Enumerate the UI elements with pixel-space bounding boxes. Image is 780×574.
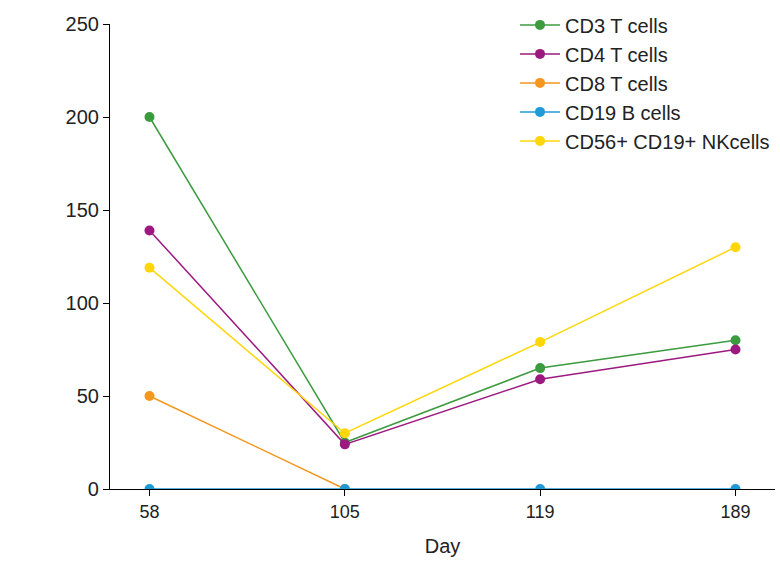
svg-text:CD4 T cells: CD4 T cells (565, 44, 668, 66)
svg-text:119: 119 (526, 502, 555, 522)
svg-text:0: 0 (88, 478, 99, 500)
svg-text:CD3 T cells: CD3 T cells (565, 15, 668, 37)
svg-text:58: 58 (139, 502, 159, 522)
svg-text:50: 50 (77, 385, 99, 407)
svg-text:105: 105 (330, 502, 360, 522)
svg-text:CD56+ CD19+ NKcells: CD56+ CD19+ NKcells (565, 131, 770, 153)
svg-text:189: 189 (720, 502, 750, 522)
svg-text:250: 250 (66, 13, 99, 35)
svg-text:CD19 B cells: CD19 B cells (565, 102, 681, 124)
svg-text:Day: Day (425, 535, 461, 557)
svg-text:CD8 T cells: CD8 T cells (565, 73, 668, 95)
svg-text:150: 150 (66, 199, 99, 221)
svg-text:100: 100 (66, 292, 99, 314)
svg-text:200: 200 (66, 106, 99, 128)
